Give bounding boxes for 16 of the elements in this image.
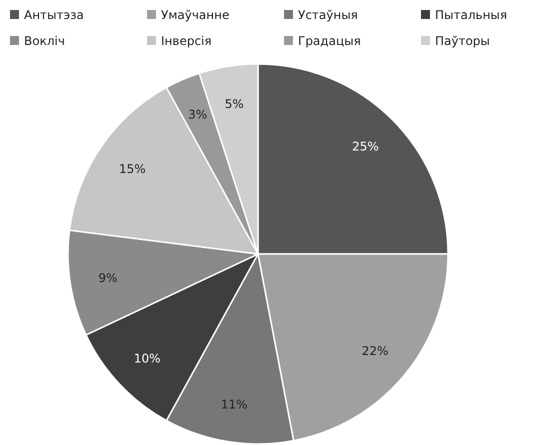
legend-label: Інверсія bbox=[161, 34, 212, 48]
data-label: 11% bbox=[220, 397, 248, 412]
legend-label: Антытэза bbox=[24, 8, 84, 22]
data-label: 5% bbox=[224, 97, 244, 112]
legend-label: Паўторы bbox=[435, 34, 490, 48]
data-label: 25% bbox=[352, 140, 379, 154]
legend-label: Пытальныя bbox=[435, 8, 508, 22]
legend-label: Умаўчанне bbox=[161, 8, 230, 22]
data-label: 10% bbox=[134, 351, 161, 366]
data-label: 3% bbox=[188, 108, 208, 122]
data-label: 15% bbox=[118, 162, 146, 176]
legend-label: Градацыя bbox=[298, 34, 361, 48]
data-label: 9% bbox=[98, 270, 118, 285]
legend-label: Устаўныя bbox=[298, 8, 358, 22]
legend-label: Вокліч bbox=[24, 34, 65, 48]
data-label: 22% bbox=[362, 344, 388, 358]
